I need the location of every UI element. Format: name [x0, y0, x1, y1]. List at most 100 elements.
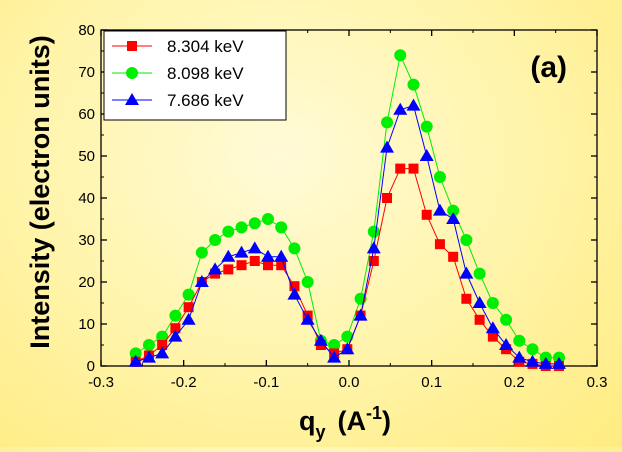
data-point [182, 288, 195, 301]
series-line [135, 104, 559, 365]
data-point [525, 354, 540, 367]
data-point [367, 225, 380, 238]
data-point [313, 333, 328, 346]
data-point [512, 350, 527, 363]
data-point [128, 354, 143, 367]
x-axis-label-units: (A [338, 406, 367, 436]
data-point [380, 140, 395, 153]
data-point [381, 116, 394, 129]
y-tick-label: 30 [78, 232, 95, 249]
y-tick-label: 70 [78, 64, 95, 81]
series-circle [129, 49, 565, 364]
data-point [300, 312, 315, 325]
data-point [459, 266, 474, 279]
legend-label: 7.686 keV [167, 91, 244, 110]
data-point [500, 313, 513, 326]
data-point [327, 350, 342, 363]
data-point [181, 312, 196, 325]
x-tick-label: -0.3 [88, 374, 114, 391]
data-point [353, 308, 368, 321]
y-tick-label: 10 [78, 316, 95, 333]
data-point [195, 246, 208, 259]
data-point [156, 330, 169, 343]
x-axis-label: qy (A-1) [299, 403, 391, 442]
data-point [248, 217, 261, 230]
data-point [301, 276, 314, 288]
data-point [551, 356, 566, 369]
x-axis-label-units-close: ) [382, 406, 391, 436]
data-point [421, 209, 432, 220]
data-point [433, 171, 446, 183]
y-tick-label: 60 [78, 106, 95, 123]
data-point [170, 323, 181, 334]
legend-marker [127, 41, 137, 51]
y-tick-label: 40 [78, 190, 95, 207]
data-point [260, 249, 275, 262]
series-layer [128, 49, 566, 371]
data-point [235, 221, 248, 234]
data-point [276, 260, 287, 271]
data-point [236, 260, 247, 271]
data-point [168, 329, 183, 342]
data-point [194, 275, 209, 287]
data-point [395, 163, 406, 174]
legend-marker [125, 93, 139, 105]
data-point [538, 356, 553, 369]
data-point [341, 330, 354, 343]
data-point [234, 245, 249, 258]
data-point [221, 249, 236, 262]
y-tick-label: 80 [78, 22, 95, 39]
data-point [289, 281, 300, 292]
data-point [129, 347, 142, 360]
y-tick-label: 0 [87, 358, 95, 375]
data-point [247, 241, 262, 254]
x-tick-label: 0.0 [339, 374, 360, 391]
y-axis-label: Intensity (electron units) [25, 35, 55, 349]
x-tick-label: 0.1 [421, 374, 442, 391]
data-point [288, 242, 301, 255]
data-point [222, 225, 235, 238]
x-tick-label: -0.1 [253, 374, 279, 391]
data-point [461, 293, 472, 304]
data-point [142, 339, 155, 351]
data-point [406, 98, 421, 111]
data-point [393, 102, 408, 115]
legend-marker [126, 67, 138, 79]
y-tick-label: 50 [78, 148, 95, 165]
x-tick-label: 0.2 [504, 374, 525, 391]
data-point [407, 78, 420, 91]
data-point [366, 241, 381, 254]
data-point [446, 212, 461, 224]
data-point [448, 251, 459, 262]
data-point [472, 296, 487, 308]
data-point [420, 120, 433, 133]
data-point [328, 339, 341, 351]
data-point [223, 264, 234, 275]
data-point [485, 321, 500, 334]
data-point [434, 239, 445, 250]
x-tick-label: 0.3 [587, 374, 608, 391]
data-point [183, 302, 194, 313]
panel-label: (a) [530, 51, 567, 84]
data-point [340, 342, 355, 355]
legend-label: 8.098 keV [167, 64, 244, 83]
data-point [419, 149, 434, 161]
data-point [169, 309, 182, 322]
data-point [141, 350, 156, 363]
data-point [209, 234, 222, 246]
legend-label: 8.304 keV [167, 37, 244, 56]
axes: -0.3 -0.2 -0.1 0.0 0.1 0.2 0.3 0 10 20 30 40 50 60 70 8… [78, 22, 607, 391]
x-axis-label-units-sup: -1 [366, 403, 382, 423]
data-point [274, 249, 289, 262]
data-point [261, 213, 274, 225]
data-point [249, 256, 260, 266]
legend: 8.304 keV 8.098 keV 7.686 keV [103, 30, 287, 121]
x-tick-label: -0.2 [171, 374, 197, 391]
data-point [155, 346, 170, 359]
data-point [368, 256, 379, 266]
data-point [394, 49, 407, 62]
data-point [513, 334, 526, 347]
data-point [474, 314, 485, 325]
